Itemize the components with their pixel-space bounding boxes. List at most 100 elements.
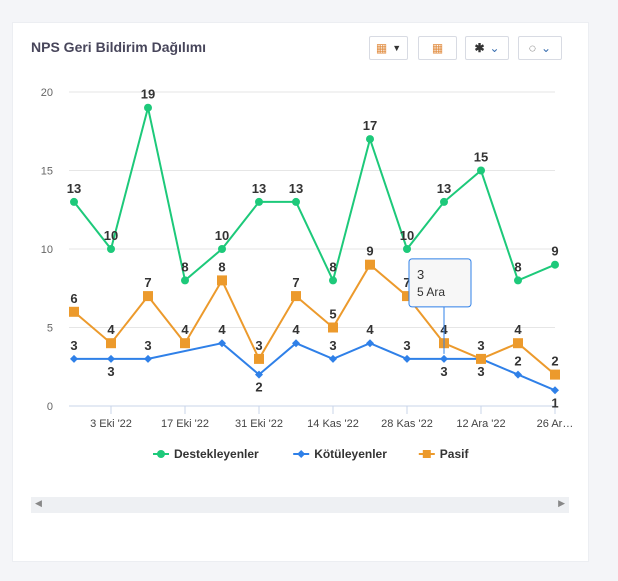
chevron-down-icon: ⌄ <box>489 41 500 55</box>
card-title: NPS Geri Bildirim Dağılımı <box>31 39 207 55</box>
horizontal-scrollbar[interactable]: ◀ ▶ <box>31 497 569 513</box>
data-label: 3 <box>477 338 484 353</box>
asterisk-dropdown-button[interactable]: ✱ ⌄ <box>465 36 509 60</box>
legend-item[interactable]: Destekleyenler <box>174 447 259 461</box>
data-point <box>514 370 522 379</box>
refresh-dropdown-button[interactable]: ◌ ⌄ <box>518 36 562 60</box>
data-label: 2 <box>514 354 521 369</box>
caret-down-icon: ▼ <box>392 43 402 53</box>
data-point <box>180 338 190 349</box>
data-label: 5 <box>329 307 336 322</box>
data-label: 4 <box>514 322 522 337</box>
data-point <box>107 354 115 363</box>
data-point <box>106 338 116 349</box>
x-tick-label: 12 Ara '22 <box>456 418 505 430</box>
data-point <box>551 260 559 269</box>
data-point <box>440 197 448 206</box>
data-label: 17 <box>363 118 377 133</box>
data-label: 10 <box>400 228 414 243</box>
tooltip-box <box>408 258 472 308</box>
tooltip-value: 3 <box>417 267 424 282</box>
refresh-icon: ◌ <box>528 41 537 55</box>
data-point <box>328 322 338 333</box>
data-label: 3 <box>403 338 410 353</box>
y-tick-label: 0 <box>47 401 53 413</box>
data-point <box>329 354 337 363</box>
date-range-dropdown-button[interactable]: ▦ ▼ <box>369 36 408 60</box>
data-label: 4 <box>107 322 115 337</box>
data-point <box>403 354 411 363</box>
data-label: 8 <box>514 259 521 274</box>
data-point <box>292 339 300 348</box>
data-label: 3 <box>70 338 77 353</box>
data-label: 7 <box>144 275 151 290</box>
x-tick-label: 31 Eki '22 <box>235 418 283 430</box>
legend-marker <box>422 450 431 458</box>
scroll-right-icon[interactable]: ▶ <box>558 498 565 508</box>
data-label: 10 <box>215 228 229 243</box>
data-point <box>292 197 300 206</box>
calendar-button[interactable]: ▦ <box>418 36 457 60</box>
data-label: 2 <box>551 354 558 369</box>
data-label: 3 <box>107 364 114 379</box>
scroll-left-icon[interactable]: ◀ <box>35 498 42 508</box>
data-label: 3 <box>144 338 151 353</box>
y-tick-label: 15 <box>41 166 53 178</box>
data-label: 7 <box>292 275 299 290</box>
tooltip-date: 5 Ara <box>417 285 445 299</box>
data-label: 3 <box>329 338 336 353</box>
data-point <box>550 369 560 380</box>
x-tick-label: 26 Ar… <box>537 418 574 430</box>
y-tick-label: 10 <box>41 244 53 256</box>
x-tick-label: 14 Kas '22 <box>307 418 359 430</box>
data-label: 4 <box>292 322 300 337</box>
data-label: 9 <box>551 244 558 259</box>
legend-marker <box>157 450 165 458</box>
data-label: 8 <box>218 259 225 274</box>
data-label: 3 <box>255 338 262 353</box>
data-point <box>329 276 337 285</box>
data-label: 4 <box>218 322 226 337</box>
data-label: 10 <box>104 228 118 243</box>
calendar-icon: ▦ <box>431 41 444 55</box>
y-tick-label: 5 <box>47 323 53 335</box>
data-point <box>440 354 448 363</box>
data-label: 8 <box>329 259 336 274</box>
data-point <box>476 353 486 364</box>
asterisk-icon: ✱ <box>474 41 485 55</box>
data-point <box>477 166 485 175</box>
data-label: 1 <box>551 395 558 410</box>
x-tick-label: 3 Eki '22 <box>90 418 132 430</box>
data-point <box>551 386 559 395</box>
data-label: 13 <box>252 181 266 196</box>
data-point <box>366 339 374 348</box>
legend-item[interactable]: Pasif <box>440 447 470 461</box>
data-label: 7 <box>403 275 410 290</box>
data-point <box>70 354 78 363</box>
data-point <box>218 245 226 253</box>
chevron-down-icon: ⌄ <box>541 41 552 55</box>
data-point <box>144 354 152 363</box>
data-label: 2 <box>255 380 262 395</box>
data-point <box>514 276 522 285</box>
data-label: 3 <box>477 364 484 379</box>
legend-item[interactable]: Kötüleyenler <box>314 447 387 461</box>
data-point <box>181 276 189 285</box>
data-point <box>366 135 374 144</box>
data-label: 13 <box>67 181 81 196</box>
calendar-icon: ▦ <box>375 41 388 55</box>
x-tick-label: 17 Eki '22 <box>161 418 209 430</box>
data-label: 19 <box>141 87 155 102</box>
data-point <box>70 197 78 206</box>
data-label: 13 <box>289 181 303 196</box>
data-label: 3 <box>440 364 447 379</box>
data-label: 9 <box>366 244 373 259</box>
data-point <box>402 291 412 302</box>
y-tick-label: 20 <box>41 87 53 99</box>
data-point <box>254 353 264 364</box>
x-tick-label: 28 Kas '22 <box>381 418 433 430</box>
data-point <box>143 291 153 302</box>
data-point <box>403 245 411 253</box>
data-point <box>107 245 115 253</box>
